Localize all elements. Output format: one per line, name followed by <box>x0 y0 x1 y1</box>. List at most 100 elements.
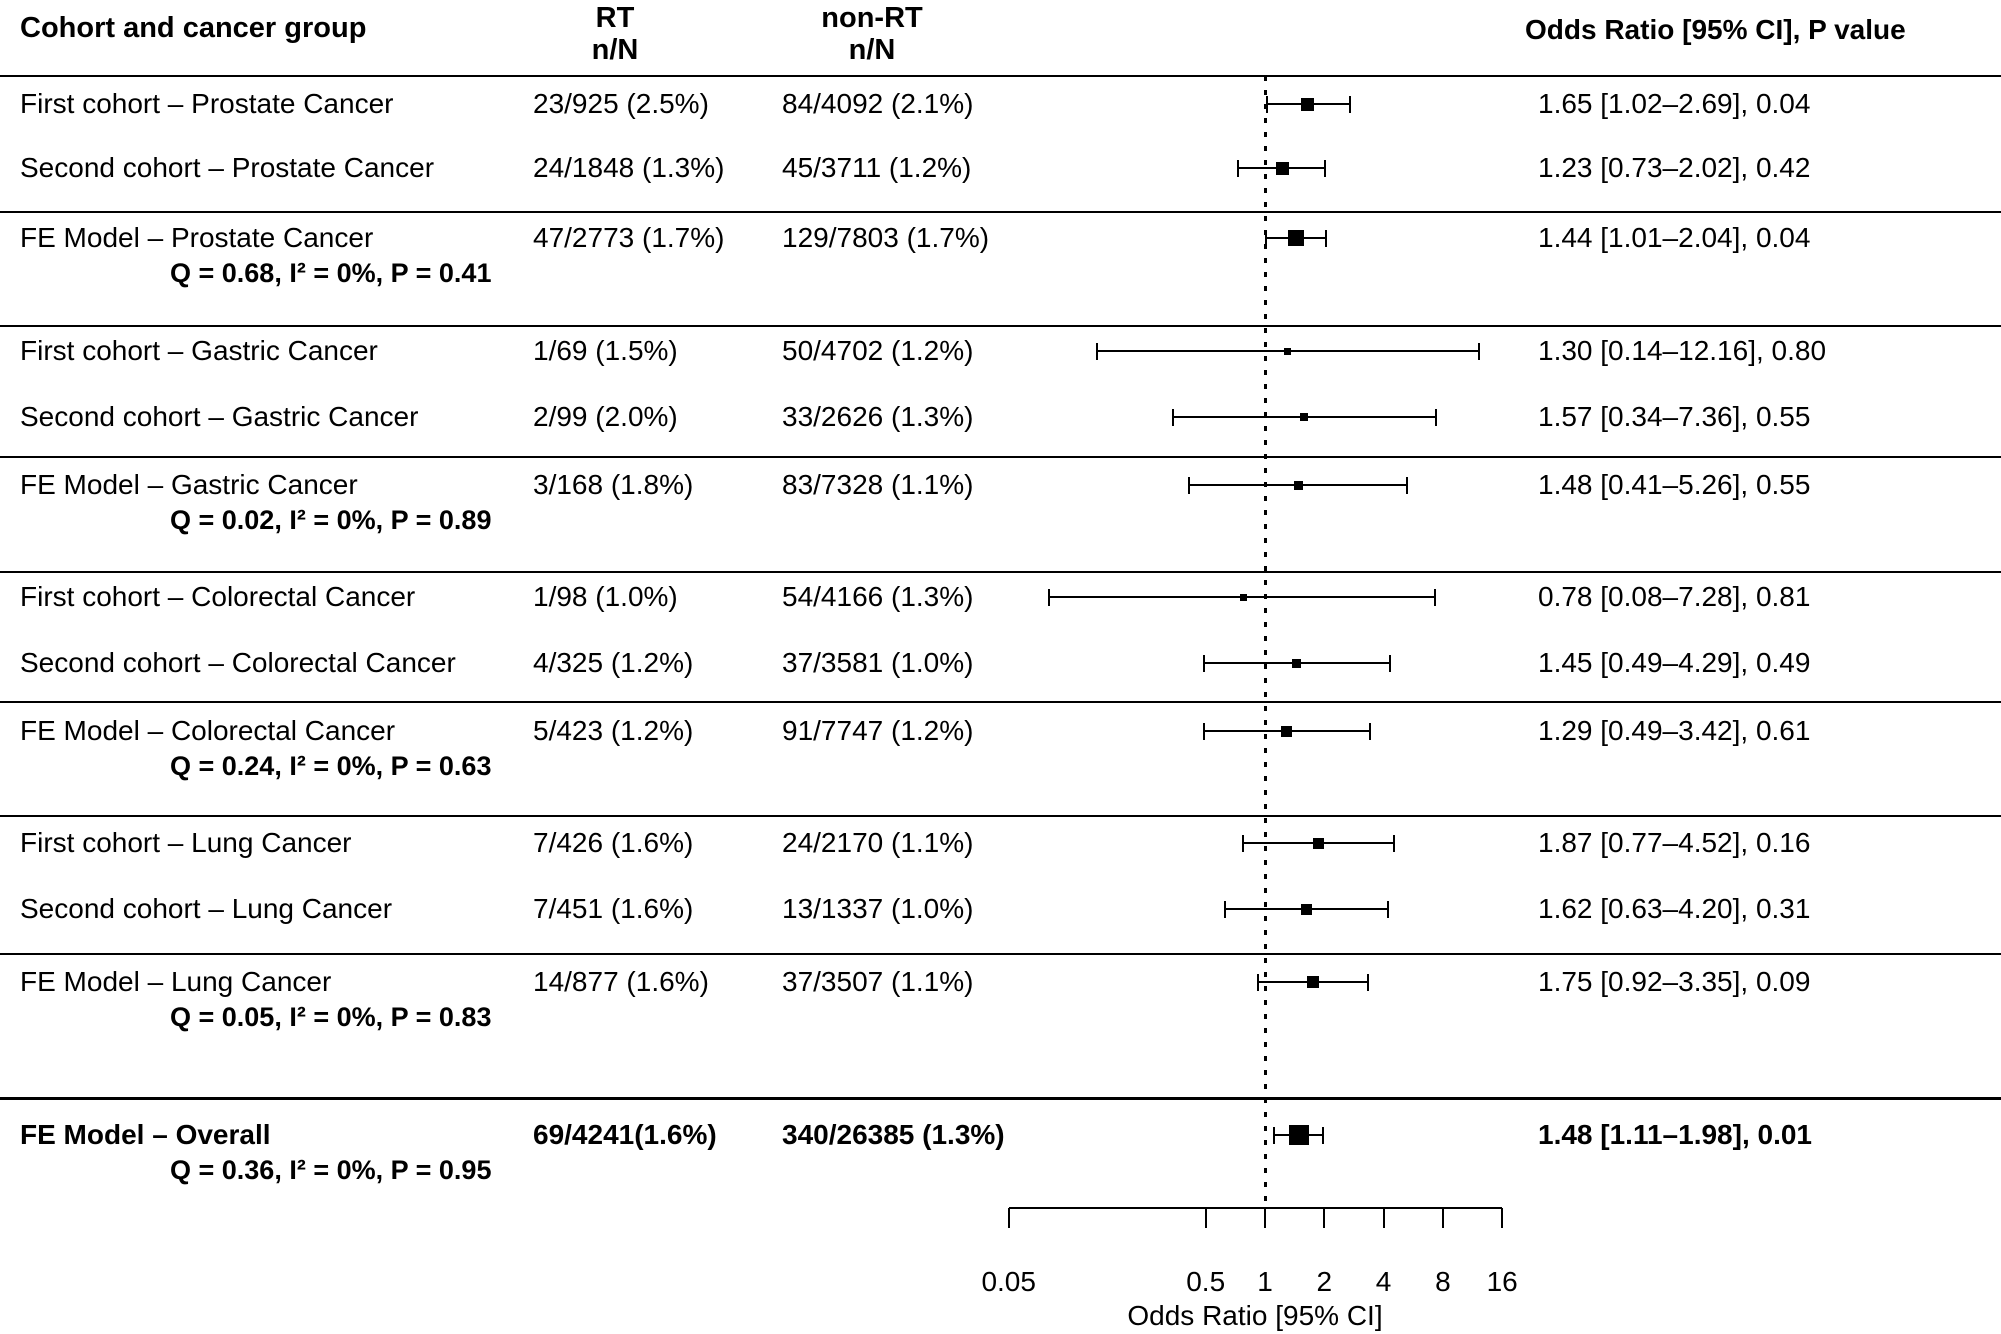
row-label: FE Model – Lung Cancer <box>20 966 332 997</box>
ci-cap-right <box>1434 408 1437 426</box>
ci-cap-left <box>1171 408 1174 426</box>
point-estimate-marker <box>1288 1125 1309 1145</box>
row-heterogeneity-stats: Q = 0.02, I² = 0%, P = 0.89 <box>170 505 492 535</box>
row-odds-ratio-text: 1.48 [1.11–1.98], 0.01 <box>1538 1119 1812 1150</box>
row-nonrt-value: 37/3581 (1.0%) <box>782 647 974 678</box>
point-estimate-marker <box>1306 976 1319 988</box>
row-rt-value: 7/451 (1.6%) <box>533 893 694 924</box>
column-header-odds-ratio: Odds Ratio [95% CI], P value <box>1525 14 1906 45</box>
row-odds-ratio-text: 1.65 [1.02–2.69], 0.04 <box>1538 88 1811 119</box>
ci-cap-right <box>1324 229 1327 247</box>
ci-cap-left <box>1256 973 1259 991</box>
separator-line <box>0 1096 2001 1100</box>
row-nonrt-value: 50/4702 (1.2%) <box>782 335 974 366</box>
row-label: First cohort – Prostate Cancer <box>20 88 394 119</box>
column-header-cohort: Cohort and cancer group <box>20 12 367 44</box>
row-odds-ratio-text: 1.48 [0.41–5.26], 0.55 <box>1538 469 1811 500</box>
row-odds-ratio-text: 1.45 [0.49–4.29], 0.49 <box>1538 647 1811 678</box>
separator-line <box>0 456 2001 458</box>
x-axis-line <box>1008 1207 1503 1209</box>
row-odds-ratio-text: 1.75 [0.92–3.35], 0.09 <box>1538 966 1811 997</box>
row-odds-ratio-text: 1.29 [0.49–3.42], 0.61 <box>1538 715 1811 746</box>
point-estimate-marker <box>1240 593 1248 601</box>
x-axis-tick-label: 2 <box>1316 1266 1333 1297</box>
x-axis-tick-label: 0.5 <box>1186 1266 1226 1297</box>
ci-cap-right <box>1324 159 1327 177</box>
ci-cap-right <box>1477 342 1480 360</box>
ci-cap-right <box>1386 900 1389 918</box>
row-label: FE Model – Prostate Cancer <box>20 222 374 253</box>
row-rt-value: 47/2773 (1.7%) <box>533 222 725 253</box>
row-nonrt-value: 129/7803 (1.7%) <box>782 222 990 253</box>
row-nonrt-value: 13/1337 (1.0%) <box>782 893 974 924</box>
x-axis-tick <box>1382 1208 1385 1228</box>
separator-line <box>0 571 2001 573</box>
ci-cap-left <box>1187 476 1190 494</box>
ci-cap-right <box>1433 588 1436 606</box>
ci-cap-left <box>1237 159 1240 177</box>
ci-cap-right <box>1367 973 1370 991</box>
ci-cap-right <box>1388 654 1391 672</box>
row-nonrt-value: 340/26385 (1.3%) <box>782 1119 1005 1150</box>
row-odds-ratio-text: 0.78 [0.08–7.28], 0.81 <box>1538 581 1811 612</box>
row-nonrt-value: 54/4166 (1.3%) <box>782 581 974 612</box>
row-odds-ratio-text: 1.30 [0.14–12.16], 0.80 <box>1538 335 1827 366</box>
row-label: First cohort – Lung Cancer <box>20 827 352 858</box>
x-axis-tick-label: 16 <box>1486 1266 1518 1297</box>
column-header-nonrt-line2: n/N <box>848 34 896 66</box>
point-estimate-marker <box>1301 97 1315 111</box>
ci-cap-left <box>1202 654 1205 672</box>
x-axis-tick-label: 4 <box>1375 1266 1392 1297</box>
row-nonrt-value: 91/7747 (1.2%) <box>782 715 974 746</box>
row-rt-value: 14/877 (1.6%) <box>533 966 709 997</box>
row-rt-value: 7/426 (1.6%) <box>533 827 694 858</box>
point-estimate-marker <box>1281 725 1293 737</box>
point-estimate-marker <box>1299 413 1308 421</box>
row-label: FE Model – Gastric Cancer <box>20 469 358 500</box>
ci-cap-right <box>1406 476 1409 494</box>
row-rt-value: 1/98 (1.0%) <box>533 581 678 612</box>
row-label: FE Model – Overall <box>20 1119 271 1150</box>
ci-cap-left <box>1224 900 1227 918</box>
separator-line <box>0 75 2001 77</box>
column-header-rt-line1: RT <box>595 2 635 34</box>
ci-cap-left <box>1047 588 1050 606</box>
ci-cap-left <box>1272 1126 1275 1144</box>
row-odds-ratio-text: 1.87 [0.77–4.52], 0.16 <box>1538 827 1811 858</box>
x-axis-tick-label: 1 <box>1257 1266 1273 1297</box>
ci-cap-right <box>1393 834 1396 852</box>
row-label: FE Model – Colorectal Cancer <box>20 715 396 746</box>
row-nonrt-value: 83/7328 (1.1%) <box>782 469 974 500</box>
column-header-rt-line2: n/N <box>591 34 639 66</box>
row-odds-ratio-text: 1.62 [0.63–4.20], 0.31 <box>1538 893 1811 924</box>
row-odds-ratio-text: 1.44 [1.01–2.04], 0.04 <box>1538 222 1811 253</box>
row-nonrt-value: 33/2626 (1.3%) <box>782 401 974 432</box>
x-axis-tick <box>1007 1208 1010 1228</box>
x-axis-tick-label: 0.05 <box>981 1266 1036 1297</box>
point-estimate-marker <box>1294 480 1304 490</box>
x-axis-tick <box>1204 1208 1207 1228</box>
x-axis-tick-label: 8 <box>1435 1266 1451 1297</box>
row-label: Second cohort – Colorectal Cancer <box>20 647 456 678</box>
separator-line <box>0 815 2001 817</box>
x-axis-tick <box>1264 1208 1266 1228</box>
row-heterogeneity-stats: Q = 0.24, I² = 0%, P = 0.63 <box>170 751 492 781</box>
point-estimate-marker <box>1283 347 1291 355</box>
row-label: Second cohort – Gastric Cancer <box>20 401 419 432</box>
ci-cap-left <box>1202 722 1205 740</box>
point-estimate-marker <box>1288 230 1305 246</box>
point-estimate-marker <box>1276 161 1290 175</box>
row-heterogeneity-stats: Q = 0.36, I² = 0%, P = 0.95 <box>170 1155 492 1185</box>
separator-line <box>0 211 2001 213</box>
point-estimate-marker <box>1300 903 1312 915</box>
ci-cap-right <box>1322 1126 1325 1144</box>
x-axis-tick <box>1501 1208 1504 1228</box>
row-nonrt-value: 37/3507 (1.1%) <box>782 966 974 997</box>
ci-cap-left <box>1264 229 1267 247</box>
row-nonrt-value: 45/3711 (1.2%) <box>782 152 972 183</box>
column-header-nonrt-line1: non-RT <box>821 2 923 34</box>
row-label: Second cohort – Lung Cancer <box>20 893 393 924</box>
separator-line <box>0 953 2001 955</box>
row-odds-ratio-text: 1.23 [0.73–2.02], 0.42 <box>1538 152 1811 183</box>
